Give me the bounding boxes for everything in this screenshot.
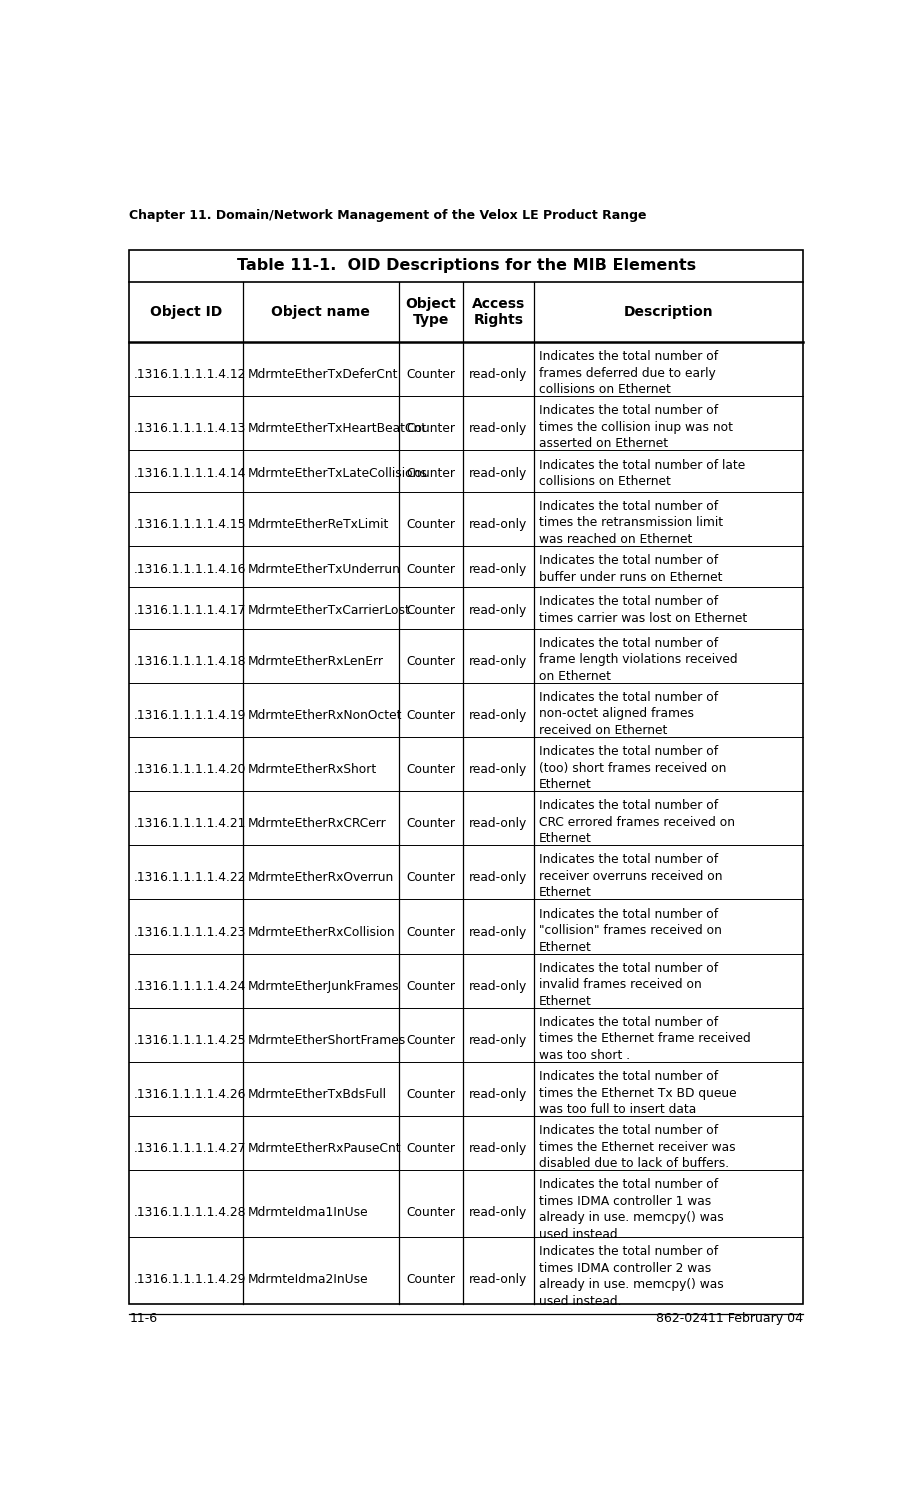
Text: Counter: Counter xyxy=(407,563,456,575)
Text: MdrmteEtherReTxLimit: MdrmteEtherReTxLimit xyxy=(248,518,389,530)
Text: read-only: read-only xyxy=(470,604,528,617)
Text: .1316.1.1.1.1.4.28: .1316.1.1.1.1.4.28 xyxy=(134,1206,247,1218)
Text: .1316.1.1.1.1.4.18: .1316.1.1.1.1.4.18 xyxy=(134,655,247,668)
Text: Object name: Object name xyxy=(271,305,370,318)
Text: Description: Description xyxy=(624,305,713,318)
Text: .1316.1.1.1.1.4.19: .1316.1.1.1.1.4.19 xyxy=(134,709,247,722)
Text: .1316.1.1.1.1.4.25: .1316.1.1.1.1.4.25 xyxy=(134,1033,247,1047)
Text: MdrmteEtherJunkFrames: MdrmteEtherJunkFrames xyxy=(248,979,399,993)
Text: read-only: read-only xyxy=(470,422,528,436)
Text: read-only: read-only xyxy=(470,1087,528,1101)
Text: MdrmteEtherRxPauseCnt: MdrmteEtherRxPauseCnt xyxy=(248,1142,401,1155)
Text: Counter: Counter xyxy=(407,709,456,722)
Text: Counter: Counter xyxy=(407,1206,456,1218)
Text: read-only: read-only xyxy=(470,1033,528,1047)
Text: .1316.1.1.1.1.4.26: .1316.1.1.1.1.4.26 xyxy=(134,1087,247,1101)
Text: Object ID: Object ID xyxy=(150,305,222,318)
Text: Counter: Counter xyxy=(407,1142,456,1155)
Text: Access
Rights: Access Rights xyxy=(471,297,525,327)
Text: 11-6: 11-6 xyxy=(129,1313,157,1325)
Text: MdrmteEtherTxLateCollisions: MdrmteEtherTxLateCollisions xyxy=(248,467,428,481)
Text: Counter: Counter xyxy=(407,871,456,885)
Text: .1316.1.1.1.1.4.13: .1316.1.1.1.1.4.13 xyxy=(134,422,247,436)
Text: Indicates the total number of
CRC errored frames received on
Ethernet: Indicates the total number of CRC errore… xyxy=(539,799,734,846)
Text: Table 11-1.  OID Descriptions for the MIB Elements: Table 11-1. OID Descriptions for the MIB… xyxy=(237,258,696,273)
Text: 862-02411 February 04: 862-02411 February 04 xyxy=(656,1313,804,1325)
Text: .1316.1.1.1.1.4.17: .1316.1.1.1.1.4.17 xyxy=(134,604,247,617)
Text: .1316.1.1.1.1.4.24: .1316.1.1.1.1.4.24 xyxy=(134,979,247,993)
Text: Indicates the total number of
times IDMA controller 2 was
already in use. memcpy: Indicates the total number of times IDMA… xyxy=(539,1245,723,1308)
Text: Indicates the total number of
times the Ethernet frame received
was too short .: Indicates the total number of times the … xyxy=(539,1015,751,1062)
Text: MdrmteIdma1InUse: MdrmteIdma1InUse xyxy=(248,1206,369,1218)
Text: Counter: Counter xyxy=(407,368,456,382)
Text: Counter: Counter xyxy=(407,1272,456,1286)
Text: read-only: read-only xyxy=(470,763,528,777)
Text: read-only: read-only xyxy=(470,709,528,722)
Text: Object
Type: Object Type xyxy=(406,297,456,327)
Text: read-only: read-only xyxy=(470,467,528,481)
Text: Indicates the total number of late
collisions on Ethernet: Indicates the total number of late colli… xyxy=(539,458,745,488)
Text: .1316.1.1.1.1.4.21: .1316.1.1.1.1.4.21 xyxy=(134,817,247,831)
Text: MdrmteEtherRxNonOctet: MdrmteEtherRxNonOctet xyxy=(248,709,402,722)
Text: read-only: read-only xyxy=(470,925,528,939)
Text: Indicates the total number of
frame length violations received
on Ethernet: Indicates the total number of frame leng… xyxy=(539,637,737,683)
Text: MdrmteEtherTxBdsFull: MdrmteEtherTxBdsFull xyxy=(248,1087,387,1101)
Text: MdrmteEtherRxCRCerr: MdrmteEtherRxCRCerr xyxy=(248,817,386,831)
Text: Indicates the total number of
"collision" frames received on
Ethernet: Indicates the total number of "collision… xyxy=(539,907,722,954)
Text: read-only: read-only xyxy=(470,871,528,885)
Text: read-only: read-only xyxy=(470,1272,528,1286)
Text: read-only: read-only xyxy=(470,368,528,382)
Text: read-only: read-only xyxy=(470,563,528,575)
Text: read-only: read-only xyxy=(470,655,528,668)
Text: Counter: Counter xyxy=(407,1087,456,1101)
Text: Counter: Counter xyxy=(407,422,456,436)
Text: .1316.1.1.1.1.4.12: .1316.1.1.1.1.4.12 xyxy=(134,368,247,382)
Text: Indicates the total number of
times the Ethernet receiver was
disabled due to la: Indicates the total number of times the … xyxy=(539,1125,735,1170)
Text: Counter: Counter xyxy=(407,467,456,481)
Text: Indicates the total number of
times the collision inup was not
asserted on Ether: Indicates the total number of times the … xyxy=(539,404,733,451)
Text: Counter: Counter xyxy=(407,1033,456,1047)
Text: .1316.1.1.1.1.4.16: .1316.1.1.1.1.4.16 xyxy=(134,563,247,575)
Text: read-only: read-only xyxy=(470,979,528,993)
Text: Indicates the total number of
(too) short frames received on
Ethernet: Indicates the total number of (too) shor… xyxy=(539,745,726,792)
Text: Indicates the total number of
receiver overruns received on
Ethernet: Indicates the total number of receiver o… xyxy=(539,853,723,900)
Text: Indicates the total number of
buffer under runs on Ethernet: Indicates the total number of buffer und… xyxy=(539,554,723,584)
Text: .1316.1.1.1.1.4.14: .1316.1.1.1.1.4.14 xyxy=(134,467,247,481)
Text: .1316.1.1.1.1.4.20: .1316.1.1.1.1.4.20 xyxy=(134,763,247,777)
Text: MdrmteEtherTxDeferCnt: MdrmteEtherTxDeferCnt xyxy=(248,368,398,382)
Text: .1316.1.1.1.1.4.22: .1316.1.1.1.1.4.22 xyxy=(134,871,247,885)
Text: Counter: Counter xyxy=(407,518,456,530)
Text: .1316.1.1.1.1.4.15: .1316.1.1.1.1.4.15 xyxy=(134,518,247,530)
Text: MdrmteIdma2InUse: MdrmteIdma2InUse xyxy=(248,1272,369,1286)
Text: MdrmteEtherRxCollision: MdrmteEtherRxCollision xyxy=(248,925,395,939)
Text: Chapter 11. Domain/Network Management of the Velox LE Product Range: Chapter 11. Domain/Network Management of… xyxy=(129,209,647,222)
Text: MdrmteEtherTxUnderrun: MdrmteEtherTxUnderrun xyxy=(248,563,400,575)
Text: .1316.1.1.1.1.4.23: .1316.1.1.1.1.4.23 xyxy=(134,925,247,939)
Text: Indicates the total number of
frames deferred due to early
collisions on Etherne: Indicates the total number of frames def… xyxy=(539,350,718,397)
Text: MdrmteEtherShortFrames: MdrmteEtherShortFrames xyxy=(248,1033,406,1047)
Text: MdrmteEtherRxOverrun: MdrmteEtherRxOverrun xyxy=(248,871,394,885)
Text: Counter: Counter xyxy=(407,655,456,668)
Text: MdrmteEtherRxLenErr: MdrmteEtherRxLenErr xyxy=(248,655,383,668)
Text: .1316.1.1.1.1.4.29: .1316.1.1.1.1.4.29 xyxy=(134,1272,247,1286)
Text: read-only: read-only xyxy=(470,518,528,530)
Text: Counter: Counter xyxy=(407,763,456,777)
Text: read-only: read-only xyxy=(470,817,528,831)
Text: Indicates the total number of
non-octet aligned frames
received on Ethernet: Indicates the total number of non-octet … xyxy=(539,691,718,737)
Text: Indicates the total number of
invalid frames received on
Ethernet: Indicates the total number of invalid fr… xyxy=(539,961,718,1008)
Text: read-only: read-only xyxy=(470,1206,528,1218)
Text: .1316.1.1.1.1.4.27: .1316.1.1.1.1.4.27 xyxy=(134,1142,247,1155)
Text: Counter: Counter xyxy=(407,979,456,993)
Text: MdrmteEtherRxShort: MdrmteEtherRxShort xyxy=(248,763,377,777)
Text: Counter: Counter xyxy=(407,817,456,831)
Text: MdrmteEtherTxHeartBeatCnt: MdrmteEtherTxHeartBeatCnt xyxy=(248,422,427,436)
Text: Indicates the total number of
times the retransmission limit
was reached on Ethe: Indicates the total number of times the … xyxy=(539,500,723,545)
Text: Indicates the total number of
times the Ethernet Tx BD queue
was too full to ins: Indicates the total number of times the … xyxy=(539,1069,736,1116)
Text: Indicates the total number of
times carrier was lost on Ethernet: Indicates the total number of times carr… xyxy=(539,595,747,625)
Text: Counter: Counter xyxy=(407,604,456,617)
Text: Indicates the total number of
times IDMA controller 1 was
already in use. memcpy: Indicates the total number of times IDMA… xyxy=(539,1179,723,1241)
Text: Counter: Counter xyxy=(407,925,456,939)
Text: read-only: read-only xyxy=(470,1142,528,1155)
Text: MdrmteEtherTxCarrierLost: MdrmteEtherTxCarrierLost xyxy=(248,604,410,617)
